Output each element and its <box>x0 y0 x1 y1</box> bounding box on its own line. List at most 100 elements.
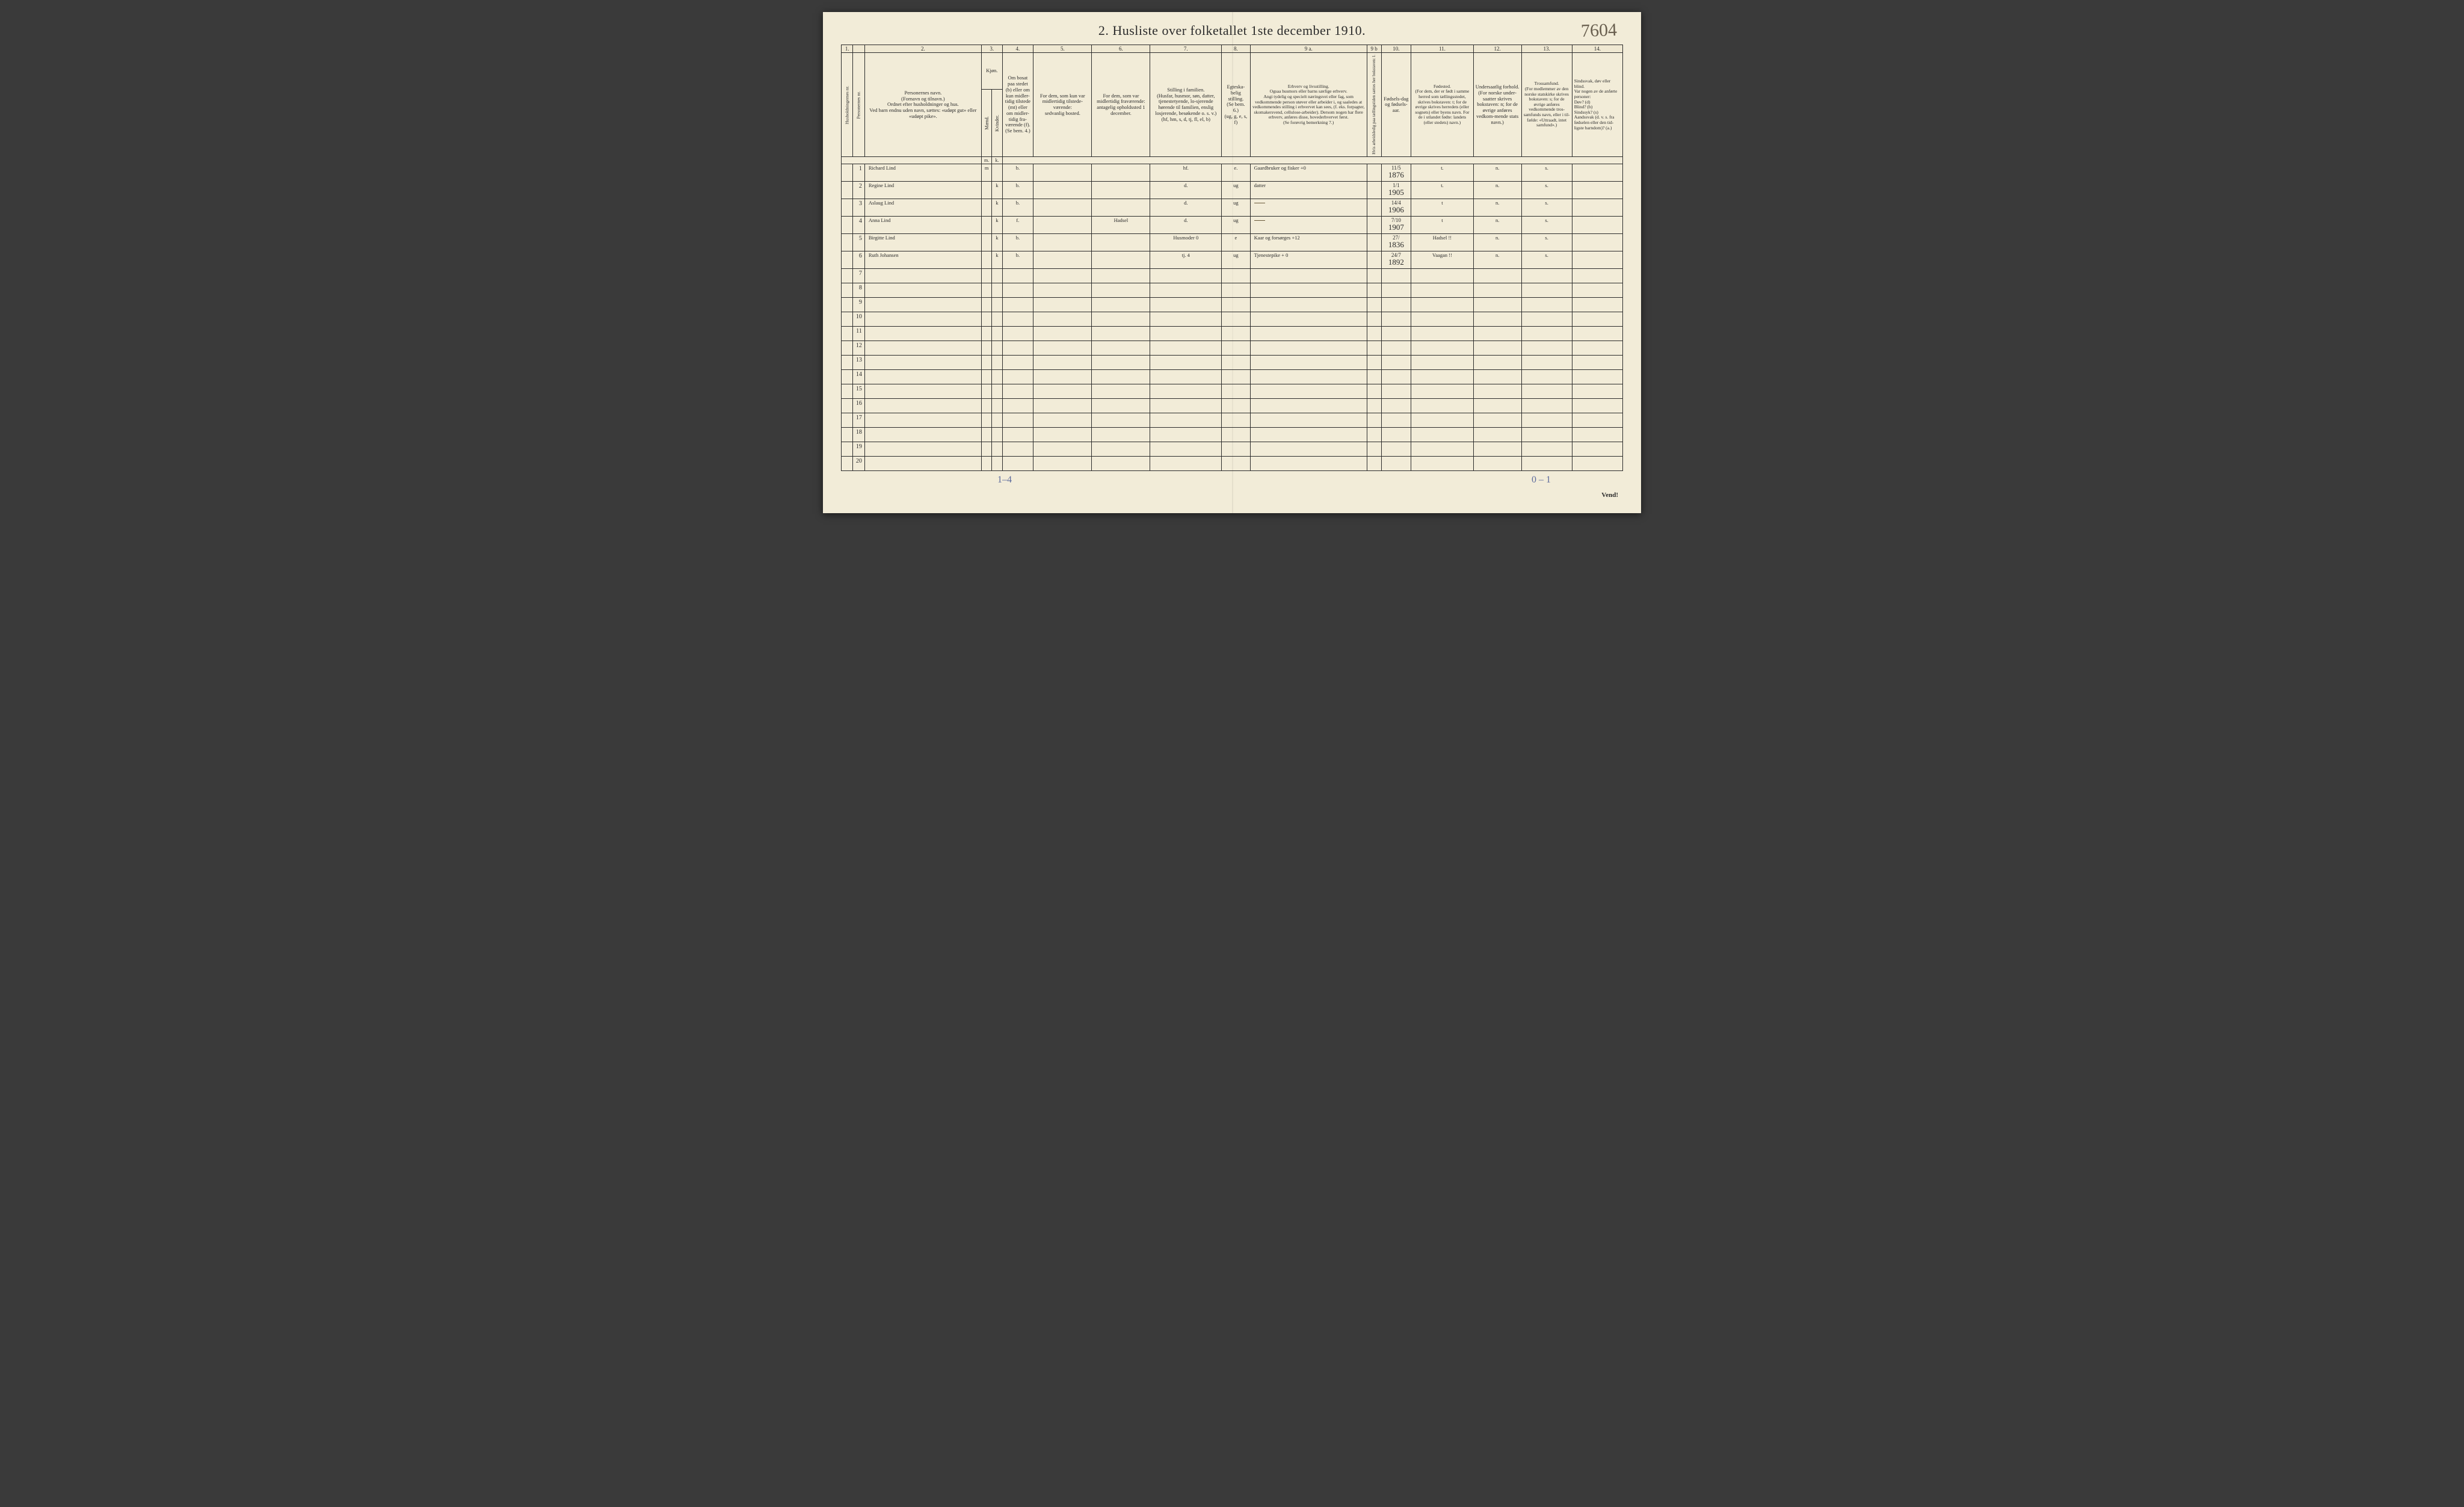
colnum: 7. <box>1150 45 1222 53</box>
cell <box>1411 355 1474 369</box>
cell <box>1033 164 1092 182</box>
cell <box>1033 268 1092 283</box>
cell <box>1521 413 1572 427</box>
cell <box>1381 413 1411 427</box>
cell <box>1572 427 1622 442</box>
cell <box>1521 384 1572 398</box>
cell <box>842 251 853 268</box>
cell <box>1002 341 1033 355</box>
cell <box>1367 251 1381 268</box>
cell: 1/11905 <box>1381 182 1411 199</box>
cell <box>982 182 992 199</box>
colnum: 3. <box>982 45 1003 53</box>
vend-label: Vend! <box>841 492 1623 499</box>
cell <box>1572 233 1622 251</box>
header-nationality: Undersaatlig forhold. (For norske under-… <box>1473 53 1521 157</box>
table-row: 9 <box>842 297 1623 312</box>
cell <box>1367 182 1381 199</box>
colnum: 10. <box>1381 45 1411 53</box>
cell: e <box>1222 233 1250 251</box>
cell <box>1572 369 1622 384</box>
cell: 11/51876 <box>1381 164 1411 182</box>
cell <box>1367 199 1381 217</box>
cell <box>1002 312 1033 326</box>
cell: t <box>1411 217 1474 234</box>
colnum: 2. <box>864 45 981 53</box>
cell <box>1473 413 1521 427</box>
cell <box>1473 312 1521 326</box>
table-row: 15 <box>842 384 1623 398</box>
cell: n. <box>1473 217 1521 234</box>
table-row: 3Aslaug Lindkb.d.ug14/41906tn.s. <box>842 199 1623 217</box>
cell <box>1092 312 1150 326</box>
cell <box>1092 297 1150 312</box>
cell <box>1411 312 1474 326</box>
cell <box>1411 283 1474 297</box>
table-row: 18 <box>842 427 1623 442</box>
cell <box>1521 326 1572 341</box>
cell <box>1367 442 1381 456</box>
header-birth: Fødsels-dag og fødsels-aar. <box>1381 53 1411 157</box>
table-row: 16 <box>842 398 1623 413</box>
cell <box>982 398 992 413</box>
cell <box>1572 384 1622 398</box>
cell: Vaagan !! <box>1411 251 1474 268</box>
cell <box>1002 398 1033 413</box>
cell: Husmoder 0 <box>1150 233 1222 251</box>
cell <box>1250 369 1367 384</box>
cell <box>1521 283 1572 297</box>
cell <box>1033 369 1092 384</box>
cell: b. <box>1002 251 1033 268</box>
cell <box>842 384 853 398</box>
cell <box>1367 326 1381 341</box>
cell <box>1367 283 1381 297</box>
cell <box>1250 384 1367 398</box>
cell <box>1033 251 1092 268</box>
cell: s. <box>1521 199 1572 217</box>
cell <box>1033 442 1092 456</box>
cell <box>1367 384 1381 398</box>
cell <box>1381 369 1411 384</box>
cell <box>1411 442 1474 456</box>
cell: Birgitte Lind <box>864 233 981 251</box>
colnum: 4. <box>1002 45 1033 53</box>
cell: 7 <box>853 268 864 283</box>
cell <box>1250 355 1367 369</box>
cell <box>1367 427 1381 442</box>
cell <box>1572 217 1622 234</box>
cell <box>1572 251 1622 268</box>
cell <box>1572 283 1622 297</box>
cell <box>1411 326 1474 341</box>
table-body: 1Richard Lindmb.hf.e.Gaardbruker og fisk… <box>842 164 1623 471</box>
table-row: 6Ruth Johansenkb.tj. 4ugTjenestepike + 0… <box>842 251 1623 268</box>
cell <box>1411 398 1474 413</box>
cell <box>1092 326 1150 341</box>
colnum <box>853 45 864 53</box>
table-row: 8 <box>842 283 1623 297</box>
table-row: 19 <box>842 442 1623 456</box>
cell: Aslaug Lind <box>864 199 981 217</box>
cell <box>982 355 992 369</box>
cell <box>1381 326 1411 341</box>
cell: ug <box>1222 182 1250 199</box>
cell: 7/101907 <box>1381 217 1411 234</box>
mk-m: m. <box>982 157 992 164</box>
cell <box>1002 384 1033 398</box>
cell <box>864 427 981 442</box>
cell <box>1250 283 1367 297</box>
cell: datter <box>1250 182 1367 199</box>
cell <box>1222 398 1250 413</box>
cell: 14/41906 <box>1381 199 1411 217</box>
cell: Anna Lind <box>864 217 981 234</box>
cell <box>992 384 1002 398</box>
mk-row: m. k. <box>842 157 1623 164</box>
cell: k <box>992 217 1002 234</box>
cell <box>982 283 992 297</box>
census-table: 1. 2. 3. 4. 5. 6. 7. 8. 9 a. 9 b 10. 11.… <box>841 45 1623 471</box>
cell <box>982 442 992 456</box>
cell: t. <box>1411 164 1474 182</box>
cell <box>1411 268 1474 283</box>
cell <box>992 297 1002 312</box>
cell <box>982 268 992 283</box>
table-row: 4Anna Lindkf.Hadseld.ug7/101907tn.s. <box>842 217 1623 234</box>
